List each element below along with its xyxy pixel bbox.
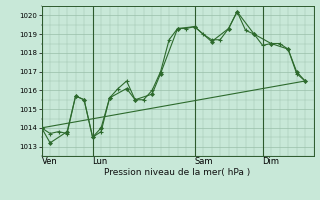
X-axis label: Pression niveau de la mer( hPa ): Pression niveau de la mer( hPa ) [104, 168, 251, 177]
